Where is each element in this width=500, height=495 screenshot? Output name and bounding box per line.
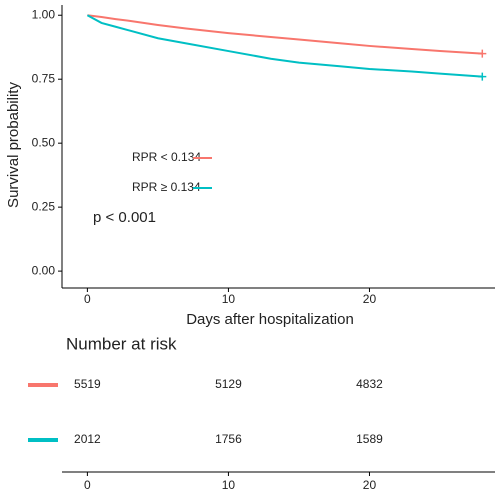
censor-mark [478, 49, 487, 58]
x-tick-label: 0 [84, 292, 91, 306]
p-value: p < 0.001 [93, 209, 156, 226]
survival-curve [86, 14, 483, 78]
risk-count: 4832 [356, 377, 383, 391]
x-axis-label: Days after hospitalization [186, 311, 354, 328]
legend-label: RPR < 0.134 [132, 150, 201, 164]
risk-count: 2012 [74, 432, 101, 446]
x-tick-label: 10 [222, 292, 236, 306]
risk-count: 5519 [74, 377, 101, 391]
risk-count: 1589 [356, 432, 383, 446]
risk-x-tick-label: 10 [222, 478, 236, 492]
legend-label: RPR ≥ 0.134 [132, 180, 201, 194]
risk-table-title: Number at risk [66, 334, 177, 353]
risk-x-tick-label: 0 [84, 478, 91, 492]
y-tick-label: 1.00 [32, 7, 56, 21]
survival-curve [87, 14, 483, 55]
y-axis-label: Survival probability [5, 82, 22, 208]
y-tick-label: 0.50 [32, 135, 56, 149]
risk-x-tick-label: 20 [363, 478, 377, 492]
risk-count: 1756 [215, 432, 242, 446]
y-tick-label: 0.00 [32, 263, 56, 277]
y-tick-label: 0.25 [32, 199, 56, 213]
y-tick-label: 0.75 [32, 71, 56, 85]
risk-count: 5129 [215, 377, 242, 391]
x-tick-label: 20 [363, 292, 377, 306]
censor-mark [478, 72, 487, 81]
